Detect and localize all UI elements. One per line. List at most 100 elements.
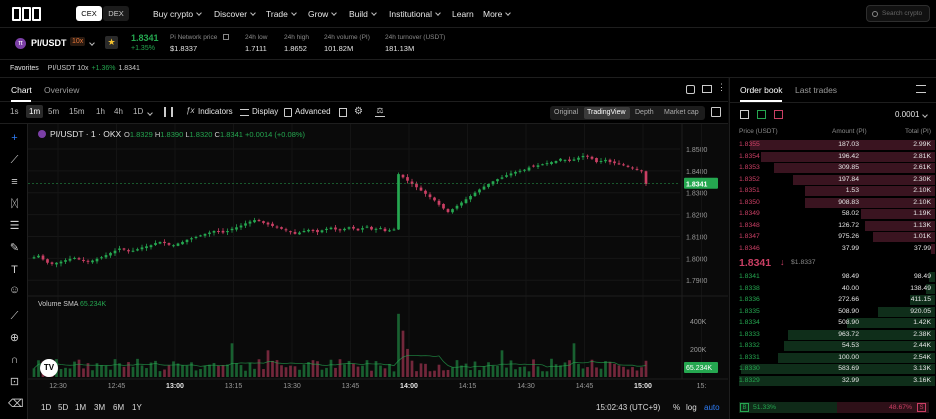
candle[interactable] (523, 169, 526, 171)
nav-learn[interactable]: Learn (452, 9, 474, 19)
candle[interactable] (307, 229, 310, 232)
candle[interactable] (122, 248, 126, 250)
pattern-icon[interactable]: ᛞ (11, 198, 18, 210)
candle[interactable] (338, 229, 342, 231)
candle[interactable] (289, 231, 292, 233)
candle[interactable] (469, 195, 472, 200)
candle[interactable] (203, 233, 207, 236)
candle[interactable] (217, 231, 220, 233)
candle[interactable] (118, 248, 121, 250)
candle[interactable] (419, 187, 423, 191)
candle[interactable] (644, 171, 648, 184)
candle[interactable] (32, 257, 36, 259)
candle[interactable] (500, 177, 504, 179)
candle[interactable] (487, 183, 490, 187)
candle[interactable] (257, 220, 261, 222)
ask-row[interactable]: 1.8348 126.72 1.13K (730, 220, 936, 231)
bid-row[interactable]: 1.8332 54.53 2.44K (730, 340, 936, 351)
candle[interactable] (352, 226, 355, 229)
indicators-button[interactable]: Indicators (198, 107, 233, 116)
range-1d[interactable]: 1D (41, 403, 52, 412)
candle[interactable] (460, 202, 463, 206)
candle[interactable] (262, 221, 265, 223)
candle[interactable] (284, 229, 288, 231)
advanced-button[interactable]: Advanced (295, 107, 331, 116)
candle[interactable] (329, 227, 333, 230)
candle[interactable] (509, 173, 513, 176)
candle[interactable] (622, 164, 625, 166)
candle[interactable] (379, 228, 382, 230)
candle[interactable] (82, 259, 85, 261)
candle[interactable] (46, 259, 49, 263)
external-link-icon[interactable] (223, 34, 229, 40)
candle[interactable] (181, 241, 184, 245)
candle[interactable] (185, 239, 189, 243)
candle[interactable] (401, 174, 405, 178)
candle[interactable] (415, 183, 418, 188)
timeframe-4h[interactable]: 4h (114, 107, 123, 116)
candle[interactable] (356, 228, 360, 231)
candle[interactable] (37, 255, 40, 258)
cex-toggle[interactable]: CEX (76, 6, 102, 21)
candle[interactable] (491, 181, 495, 185)
candle[interactable] (176, 243, 180, 246)
candle[interactable] (158, 241, 162, 244)
tradingview-logo[interactable]: TV (40, 359, 58, 377)
snapshot-icon[interactable] (339, 108, 347, 117)
candle[interactable] (275, 226, 279, 228)
candle[interactable] (568, 159, 571, 161)
candle[interactable] (410, 181, 414, 184)
nav-discover[interactable]: Discover (214, 0, 256, 28)
candle[interactable] (109, 252, 112, 256)
candle[interactable] (73, 257, 76, 259)
candle[interactable] (442, 203, 445, 209)
tab-last-trades[interactable]: Last trades (795, 85, 838, 95)
candle[interactable] (626, 165, 630, 167)
candle[interactable] (361, 228, 364, 230)
candle[interactable] (226, 231, 229, 233)
candle[interactable] (167, 243, 171, 245)
candle[interactable] (347, 227, 351, 229)
candle[interactable] (154, 243, 157, 245)
candle[interactable] (631, 167, 634, 169)
bid-row[interactable]: 1.8334 508.90 1.42K (730, 317, 936, 328)
candle[interactable] (316, 230, 319, 233)
candle[interactable] (464, 199, 468, 203)
candle[interactable] (550, 162, 553, 165)
candle[interactable] (572, 159, 576, 161)
candle[interactable] (293, 232, 297, 234)
candle[interactable] (370, 226, 373, 230)
candle[interactable] (383, 228, 387, 232)
magnet-icon[interactable]: ∩ (10, 354, 19, 366)
ask-row[interactable]: 1.8349 58.02 1.19K (730, 208, 936, 219)
emoji-icon[interactable]: ☺ (8, 284, 21, 296)
view-both-icon[interactable] (740, 110, 749, 119)
candle[interactable] (325, 228, 328, 230)
horizontal-lines-icon[interactable]: ≡ (11, 176, 18, 188)
candle[interactable] (149, 245, 153, 248)
ask-row[interactable]: 1.8346 37.99 37.99 (730, 243, 936, 254)
candle[interactable] (59, 261, 63, 264)
candle[interactable] (559, 158, 562, 161)
candle[interactable] (113, 250, 117, 254)
candle[interactable] (608, 159, 612, 163)
candle[interactable] (136, 249, 139, 251)
candle[interactable] (388, 230, 391, 232)
candle[interactable] (77, 258, 81, 260)
candle[interactable] (163, 241, 166, 244)
candle[interactable] (253, 220, 256, 223)
candle[interactable] (532, 165, 535, 167)
bid-row[interactable]: 1.8341 98.49 98.49 (730, 271, 936, 282)
candle[interactable] (617, 163, 621, 165)
candle[interactable] (248, 221, 252, 224)
brush-icon[interactable]: ✎ (9, 242, 20, 254)
timeframe-1s[interactable]: 1s (10, 107, 19, 116)
candle[interactable] (64, 260, 67, 262)
ask-row[interactable]: 1.8352 197.84 2.30K (730, 174, 936, 185)
timeframe-5m[interactable]: 5m (48, 107, 60, 116)
nav-more[interactable]: More (483, 0, 512, 28)
tab-overview[interactable]: Overview (44, 85, 80, 95)
candle[interactable] (433, 197, 436, 201)
candle[interactable] (239, 225, 243, 228)
crosshair-icon[interactable]: + (11, 132, 18, 144)
